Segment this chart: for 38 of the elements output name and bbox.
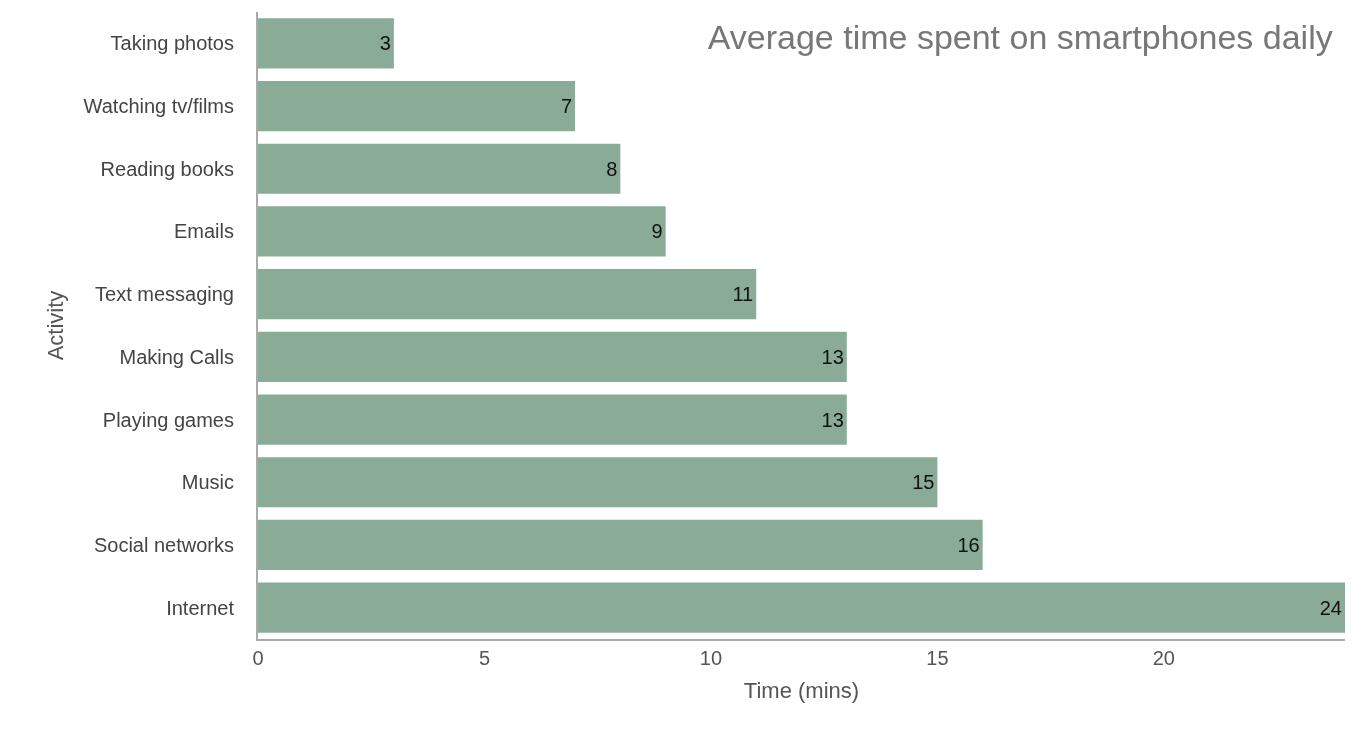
data-label: 7: [560, 95, 573, 118]
bar: [258, 206, 666, 257]
data-label: 3: [379, 32, 391, 55]
bar: [258, 457, 938, 508]
bar: [258, 394, 847, 445]
bar: [258, 582, 1345, 633]
y-tick-label: Emails: [173, 220, 234, 243]
x-tick-label: 10: [699, 647, 723, 669]
data-label: 16: [957, 533, 980, 556]
data-label: 8: [606, 157, 618, 180]
data-label: 15: [912, 471, 935, 494]
x-tick-label: 15: [926, 647, 949, 669]
y-tick-label: Taking photos: [110, 32, 234, 55]
bar: [258, 269, 757, 320]
data-label: 9: [651, 220, 663, 243]
data-label: 24: [1319, 596, 1342, 619]
data-label: 13: [821, 408, 844, 431]
bar: [258, 519, 983, 571]
bar: [258, 331, 847, 382]
y-tick-label: Reading books: [100, 157, 234, 180]
chart-title: Average time spent on smartphones daily: [707, 18, 1333, 57]
y-tick-label: Playing games: [102, 408, 234, 431]
y-tick-label: Music: [181, 471, 234, 494]
bar: [258, 80, 576, 132]
y-tick-label: Social networks: [93, 533, 234, 556]
y-tick-label: Text messaging: [95, 283, 234, 306]
y-tick-label: Internet: [166, 596, 235, 619]
x-tick-label: 0: [252, 647, 264, 669]
data-label: 11: [732, 283, 754, 306]
x-axis-title: Time (mins): [743, 678, 860, 704]
y-tick-label: Watching tv/films: [83, 95, 234, 118]
x-tick-label: 20: [1152, 647, 1175, 669]
x-tick-label: 5: [478, 647, 491, 669]
data-label: 13: [821, 345, 844, 368]
bar: [258, 143, 621, 194]
y-tick-label: Making Calls: [119, 345, 234, 368]
y-axis-title: Activity: [42, 290, 68, 361]
bar: [258, 18, 394, 69]
